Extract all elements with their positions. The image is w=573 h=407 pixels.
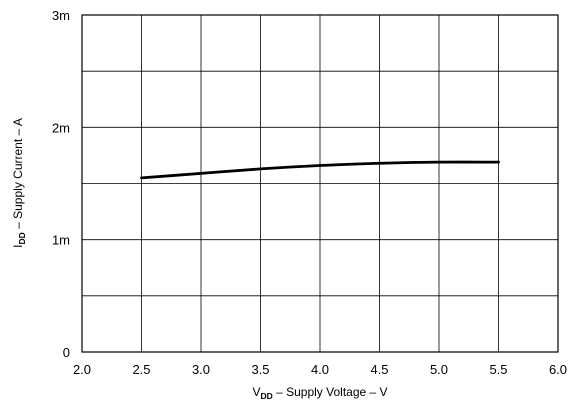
tick-labels: 2.0 2.5 3.0 3.5 4.0 4.5 5.0 5.5 6.0 0 1m 2m 3m <box>52 8 567 377</box>
series-layer <box>140 160 500 180</box>
x-tick-label: 4.5 <box>370 362 388 377</box>
x-axis-label-suffix: – Supply Voltage – V <box>273 385 388 399</box>
y-tick-label: 1m <box>52 233 70 248</box>
x-tick-label: 2.0 <box>73 362 91 377</box>
x-axis-label-subscript: DD <box>260 391 272 401</box>
y-axis-label-subscript: DD <box>17 232 27 244</box>
x-tick-label: 5.0 <box>430 362 448 377</box>
x-tick-label: 4.0 <box>311 362 329 377</box>
x-tick-label: 6.0 <box>549 362 567 377</box>
series-line <box>140 160 500 180</box>
y-axis-label-suffix: – Supply Current – A <box>11 118 25 232</box>
grid <box>81 14 559 353</box>
x-tick-label: 3.5 <box>251 362 269 377</box>
y-tick-label: 0 <box>63 345 70 360</box>
plot-frame <box>81 14 559 353</box>
y-axis-label: IDD – Supply Current – A <box>11 118 27 248</box>
x-axis-label: VDD – Supply Voltage – V <box>252 385 387 401</box>
x-tick-label: 5.5 <box>489 362 507 377</box>
y-tick-label: 2m <box>52 120 70 135</box>
x-axis-label-prefix: V <box>252 385 260 399</box>
y-tick-label: 3m <box>52 8 70 23</box>
x-tick-label: 2.5 <box>132 362 150 377</box>
x-tick-label: 3.0 <box>192 362 210 377</box>
y-axis-label-prefix: I <box>11 245 25 248</box>
